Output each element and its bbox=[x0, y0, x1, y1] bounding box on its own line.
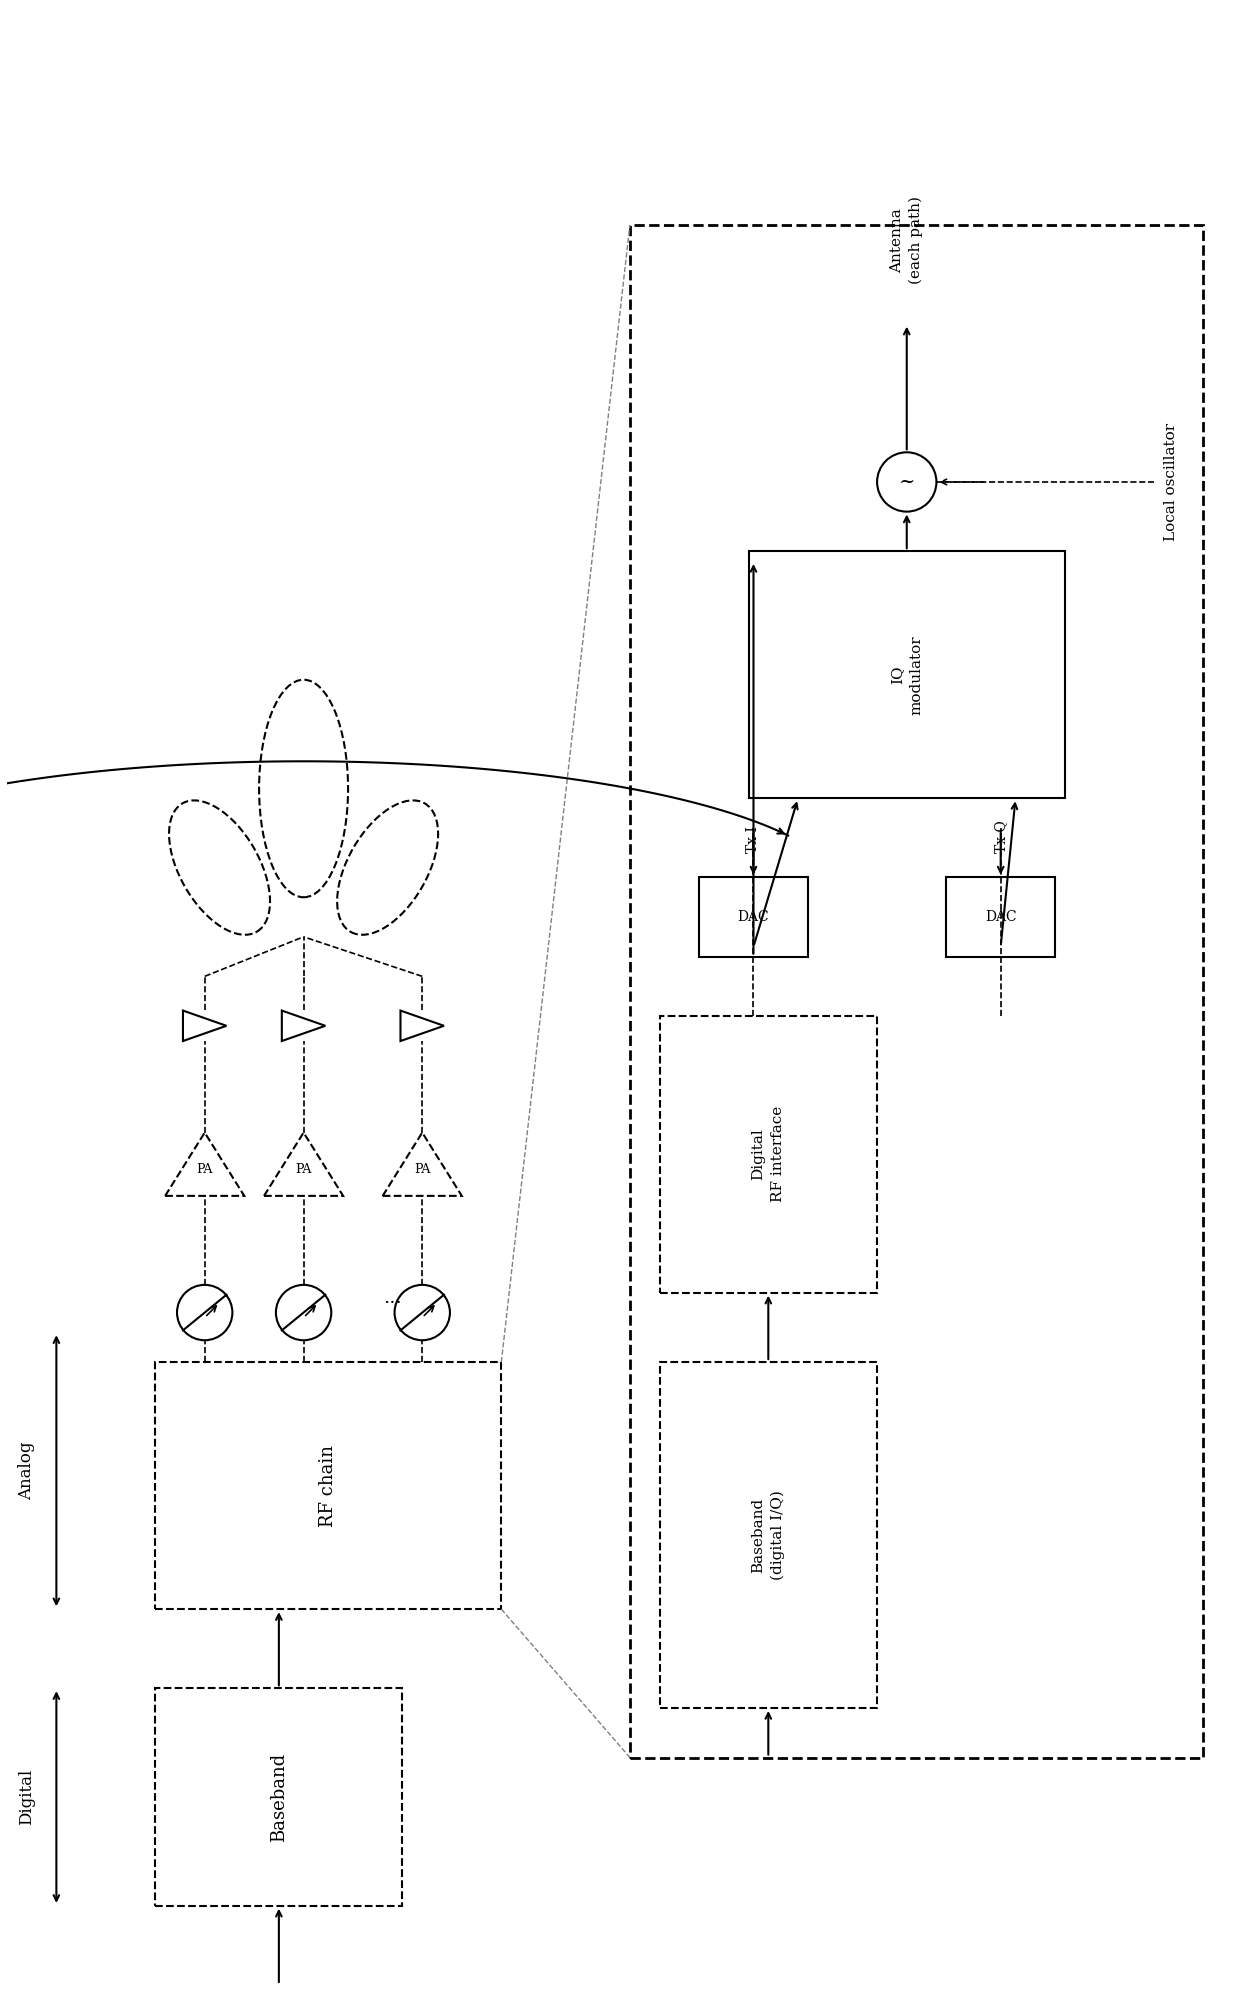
Text: PA: PA bbox=[414, 1163, 430, 1175]
Text: Baseband: Baseband bbox=[270, 1752, 288, 1843]
Text: PA: PA bbox=[295, 1163, 311, 1175]
Text: DAC: DAC bbox=[985, 909, 1017, 923]
FancyBboxPatch shape bbox=[946, 877, 1055, 956]
FancyBboxPatch shape bbox=[660, 1016, 877, 1292]
Text: ~: ~ bbox=[899, 474, 915, 492]
Text: Tx Q: Tx Q bbox=[993, 821, 1008, 853]
FancyBboxPatch shape bbox=[660, 1363, 877, 1708]
FancyBboxPatch shape bbox=[699, 877, 808, 956]
Text: ...: ... bbox=[383, 1288, 402, 1306]
FancyBboxPatch shape bbox=[155, 1363, 501, 1609]
Text: Analog: Analog bbox=[19, 1441, 35, 1500]
Text: Digital
RF interface: Digital RF interface bbox=[751, 1107, 785, 1202]
Text: PA: PA bbox=[196, 1163, 213, 1175]
Text: RF chain: RF chain bbox=[320, 1445, 337, 1526]
Text: Baseband
(digital I/Q): Baseband (digital I/Q) bbox=[751, 1490, 785, 1581]
Text: DAC: DAC bbox=[738, 909, 769, 923]
Text: IQ
modulator: IQ modulator bbox=[890, 635, 924, 714]
FancyBboxPatch shape bbox=[630, 226, 1203, 1758]
Text: Antenna
(each path): Antenna (each path) bbox=[890, 196, 924, 284]
Text: Tx I: Tx I bbox=[746, 827, 760, 853]
FancyBboxPatch shape bbox=[155, 1687, 403, 1905]
FancyBboxPatch shape bbox=[749, 550, 1065, 798]
Text: Digital: Digital bbox=[19, 1768, 35, 1824]
Text: Local oscillator: Local oscillator bbox=[1164, 423, 1178, 540]
